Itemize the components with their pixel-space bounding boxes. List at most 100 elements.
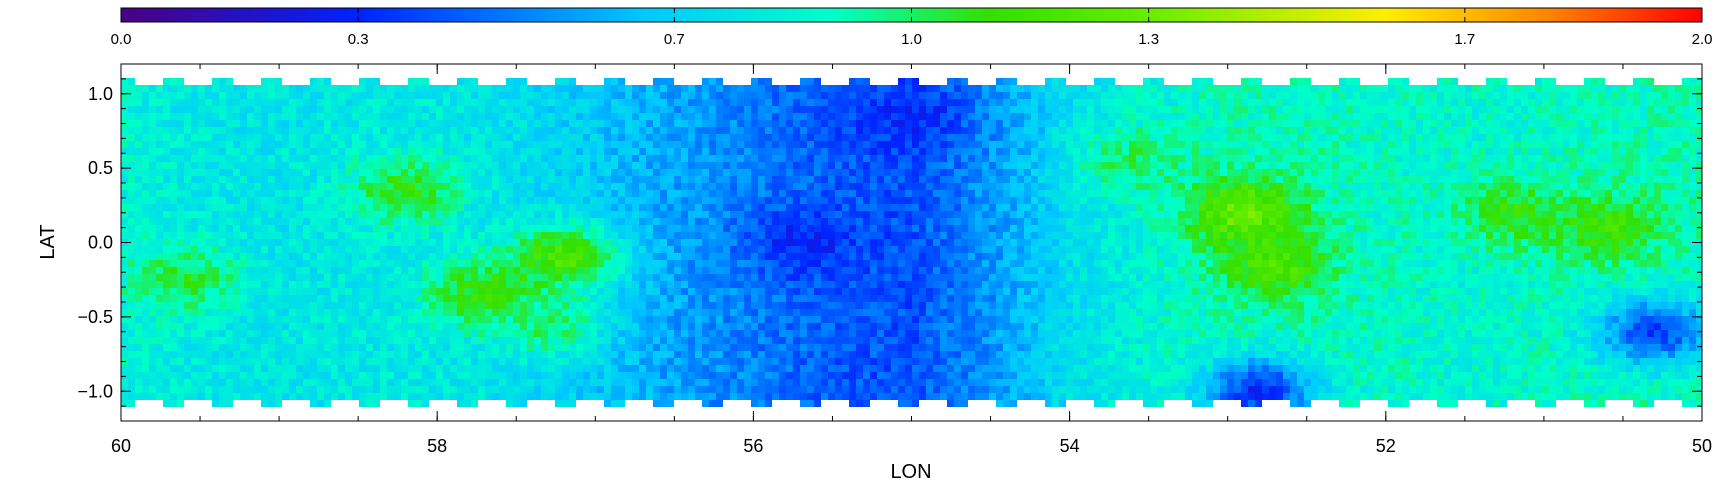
heatmap-cell bbox=[821, 127, 828, 134]
heatmap-cell bbox=[261, 218, 268, 225]
heatmap-cell bbox=[373, 120, 380, 127]
heatmap-cell bbox=[1689, 204, 1696, 211]
heatmap-cell bbox=[919, 190, 926, 197]
heatmap-cell bbox=[681, 169, 688, 176]
heatmap-cell bbox=[1283, 85, 1290, 92]
heatmap-cell bbox=[800, 204, 807, 211]
heatmap-cell bbox=[345, 99, 352, 106]
heatmap-cell bbox=[450, 134, 457, 141]
heatmap-cell bbox=[1052, 211, 1059, 218]
heatmap-cell bbox=[1094, 127, 1101, 134]
heatmap-cell bbox=[1178, 162, 1185, 169]
heatmap-cell bbox=[408, 232, 415, 239]
heatmap-cell bbox=[499, 169, 506, 176]
heatmap-cell bbox=[1017, 183, 1024, 190]
heatmap-cell bbox=[121, 141, 128, 148]
heatmap-cell bbox=[1010, 211, 1017, 218]
heatmap-cell bbox=[1640, 134, 1647, 141]
heatmap-cell bbox=[856, 127, 863, 134]
heatmap-cell bbox=[856, 99, 863, 106]
heatmap-cell bbox=[618, 148, 625, 155]
heatmap-cell bbox=[821, 211, 828, 218]
heatmap-cell bbox=[1619, 127, 1626, 134]
heatmap-cell bbox=[471, 211, 478, 218]
heatmap-cell bbox=[415, 162, 422, 169]
heatmap-cell bbox=[1150, 134, 1157, 141]
heatmap-cell bbox=[1010, 232, 1017, 239]
heatmap-cell bbox=[1164, 169, 1171, 176]
heatmap-cell bbox=[898, 113, 905, 120]
heatmap-cell bbox=[1024, 106, 1031, 113]
heatmap-cell bbox=[429, 218, 436, 225]
heatmap-cell bbox=[1619, 169, 1626, 176]
heatmap-cell bbox=[415, 148, 422, 155]
heatmap-cell bbox=[632, 155, 639, 162]
heatmap-cell bbox=[646, 169, 653, 176]
heatmap-cell bbox=[541, 190, 548, 197]
heatmap-cell bbox=[1654, 85, 1661, 92]
heatmap-cell bbox=[926, 92, 933, 99]
heatmap-cell bbox=[1073, 92, 1080, 99]
heatmap-cell bbox=[1010, 120, 1017, 127]
heatmap-cell bbox=[1227, 92, 1234, 99]
heatmap-cell bbox=[828, 197, 835, 204]
heatmap-cell bbox=[142, 155, 149, 162]
heatmap-cell bbox=[555, 197, 562, 204]
heatmap-cell bbox=[429, 120, 436, 127]
heatmap-cell bbox=[786, 106, 793, 113]
heatmap-cell bbox=[317, 92, 324, 99]
heatmap-cell bbox=[401, 127, 408, 134]
heatmap-cell bbox=[485, 204, 492, 211]
heatmap-cell bbox=[1528, 190, 1535, 197]
heatmap-cell bbox=[870, 141, 877, 148]
heatmap-cell bbox=[240, 162, 247, 169]
heatmap-cell bbox=[625, 134, 632, 141]
heatmap-cell bbox=[1199, 197, 1206, 204]
heatmap-cell bbox=[499, 113, 506, 120]
heatmap-cell bbox=[205, 134, 212, 141]
heatmap-cell bbox=[905, 155, 912, 162]
heatmap-cell bbox=[275, 148, 282, 155]
heatmap-cell bbox=[772, 169, 779, 176]
heatmap-cell bbox=[639, 169, 646, 176]
heatmap-cell bbox=[1157, 92, 1164, 99]
heatmap-cell bbox=[1199, 162, 1206, 169]
heatmap-cell bbox=[898, 127, 905, 134]
heatmap-cell bbox=[989, 218, 996, 225]
heatmap-cell bbox=[492, 141, 499, 148]
heatmap-cell bbox=[1360, 148, 1367, 155]
heatmap-cell bbox=[1479, 141, 1486, 148]
heatmap-cell bbox=[163, 85, 170, 92]
heatmap-cell bbox=[1654, 120, 1661, 127]
heatmap-cell bbox=[569, 211, 576, 218]
heatmap-cell bbox=[856, 190, 863, 197]
heatmap-cell bbox=[394, 99, 401, 106]
heatmap-cell bbox=[1094, 85, 1101, 92]
heatmap-cell bbox=[856, 113, 863, 120]
heatmap-cell bbox=[1318, 99, 1325, 106]
heatmap-cell bbox=[1164, 106, 1171, 113]
heatmap-cell bbox=[1374, 197, 1381, 204]
heatmap-cell bbox=[975, 85, 982, 92]
heatmap-cell bbox=[611, 155, 618, 162]
heatmap-cell bbox=[1563, 204, 1570, 211]
heatmap-cell bbox=[884, 232, 891, 239]
heatmap-cell bbox=[772, 120, 779, 127]
heatmap-cell bbox=[765, 92, 772, 99]
heatmap-cell bbox=[1521, 176, 1528, 183]
heatmap-cell bbox=[408, 162, 415, 169]
heatmap-cell bbox=[247, 225, 254, 232]
heatmap-cell bbox=[499, 232, 506, 239]
heatmap-cell bbox=[1192, 204, 1199, 211]
heatmap-cell bbox=[905, 85, 912, 92]
heatmap-cell bbox=[1675, 127, 1682, 134]
heatmap-cell bbox=[149, 211, 156, 218]
heatmap-cell bbox=[1493, 127, 1500, 134]
heatmap-cell bbox=[450, 169, 457, 176]
heatmap-cell bbox=[1689, 92, 1696, 99]
heatmap-cell bbox=[205, 169, 212, 176]
heatmap-cell bbox=[856, 218, 863, 225]
heatmap-cell bbox=[240, 85, 247, 92]
heatmap-cell bbox=[261, 211, 268, 218]
heatmap-cell bbox=[324, 78, 331, 85]
